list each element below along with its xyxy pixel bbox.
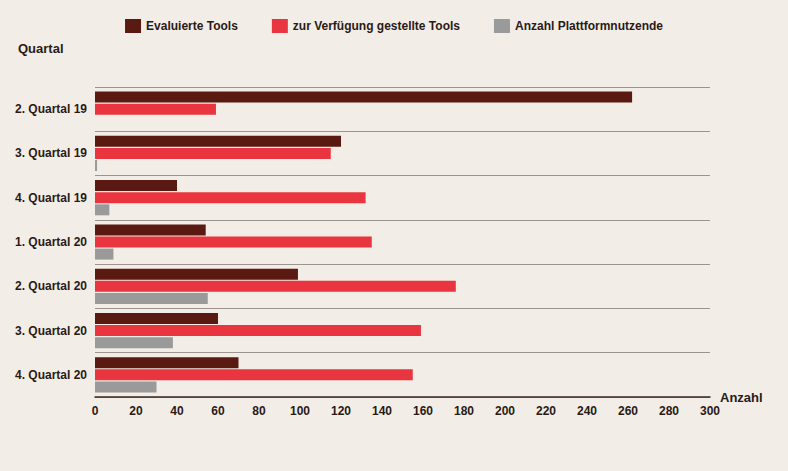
svg-text:260: 260 xyxy=(618,404,638,418)
svg-text:60: 60 xyxy=(211,404,225,418)
svg-text:4. Quartal 19: 4. Quartal 19 xyxy=(15,191,87,205)
svg-text:Anzahl: Anzahl xyxy=(720,390,763,405)
svg-text:300: 300 xyxy=(700,404,720,418)
svg-text:2. Quartal 20: 2. Quartal 20 xyxy=(15,279,87,293)
svg-text:2. Quartal 19: 2. Quartal 19 xyxy=(15,102,87,116)
svg-text:zur Verfügung gestellte Tools: zur Verfügung gestellte Tools xyxy=(293,19,460,33)
svg-text:0: 0 xyxy=(92,404,99,418)
svg-text:80: 80 xyxy=(252,404,266,418)
svg-text:220: 220 xyxy=(536,404,556,418)
svg-text:160: 160 xyxy=(413,404,433,418)
svg-text:240: 240 xyxy=(577,404,597,418)
svg-text:Quartal: Quartal xyxy=(18,41,64,56)
svg-text:120: 120 xyxy=(331,404,351,418)
svg-text:280: 280 xyxy=(659,404,679,418)
svg-text:3. Quartal 20: 3. Quartal 20 xyxy=(15,324,87,338)
svg-text:40: 40 xyxy=(170,404,184,418)
svg-text:4. Quartal 20: 4. Quartal 20 xyxy=(15,368,87,382)
svg-text:Evaluierte Tools: Evaluierte Tools xyxy=(146,19,238,33)
svg-text:Anzahl Plattformnutzende: Anzahl Plattformnutzende xyxy=(515,19,663,33)
svg-text:1. Quartal 20: 1. Quartal 20 xyxy=(15,235,87,249)
svg-text:20: 20 xyxy=(129,404,143,418)
svg-text:100: 100 xyxy=(290,404,310,418)
svg-text:180: 180 xyxy=(454,404,474,418)
svg-text:200: 200 xyxy=(495,404,515,418)
svg-text:3. Quartal 19: 3. Quartal 19 xyxy=(15,146,87,160)
svg-text:140: 140 xyxy=(372,404,392,418)
